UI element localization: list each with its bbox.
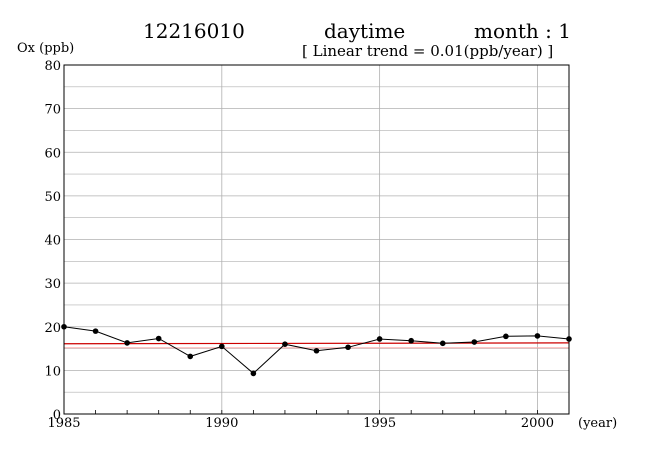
x-tick-labels: 1985 1990 1995 2000 bbox=[47, 416, 554, 431]
y-tick-labels: 0 10 20 30 40 50 60 70 80 bbox=[44, 59, 61, 423]
data-point bbox=[124, 340, 130, 346]
data-point bbox=[250, 370, 257, 377]
data-point bbox=[92, 328, 99, 334]
data-point bbox=[345, 344, 351, 351]
x-tick-label: 1985 bbox=[47, 416, 80, 431]
y-tick-label: 20 bbox=[44, 321, 61, 336]
grid-lines bbox=[63, 65, 570, 414]
y-tick-label: 30 bbox=[44, 277, 61, 292]
y-tick-label: 80 bbox=[44, 59, 61, 74]
data-point bbox=[376, 336, 383, 342]
period-label: daytime bbox=[324, 19, 405, 43]
month-label: month : 1 bbox=[474, 19, 571, 43]
data-point bbox=[534, 333, 541, 339]
data-point bbox=[471, 339, 478, 345]
data-point bbox=[282, 341, 288, 348]
x-tick-label: 1990 bbox=[205, 416, 238, 431]
y-tick-label: 0 bbox=[53, 408, 61, 423]
x-tick-label: 2000 bbox=[521, 416, 554, 431]
y-tick-label: 40 bbox=[44, 234, 61, 249]
y-axis-label: Ox (ppb) bbox=[17, 41, 74, 56]
y-tick-label: 60 bbox=[44, 146, 61, 161]
y-tick-label: 70 bbox=[44, 103, 61, 118]
trend-label: [ Linear trend = 0.01(ppb/year) ] bbox=[302, 42, 553, 60]
data-point bbox=[313, 347, 320, 354]
data-point bbox=[408, 337, 414, 344]
data-point bbox=[503, 333, 509, 340]
plot-frame bbox=[63, 64, 570, 415]
station-id: 12216010 bbox=[143, 19, 245, 43]
data-point bbox=[187, 353, 194, 360]
data-point bbox=[219, 343, 225, 350]
linear-trend-line bbox=[63, 342, 570, 345]
x-axis-label: (year) bbox=[578, 416, 617, 431]
trend-lines bbox=[63, 342, 570, 349]
x-tick-label: 1995 bbox=[363, 416, 396, 431]
series-ox bbox=[61, 323, 572, 377]
y-tick-label: 50 bbox=[44, 190, 61, 205]
data-point bbox=[439, 340, 446, 347]
y-tick-label: 10 bbox=[44, 364, 61, 379]
data-point bbox=[155, 335, 162, 342]
